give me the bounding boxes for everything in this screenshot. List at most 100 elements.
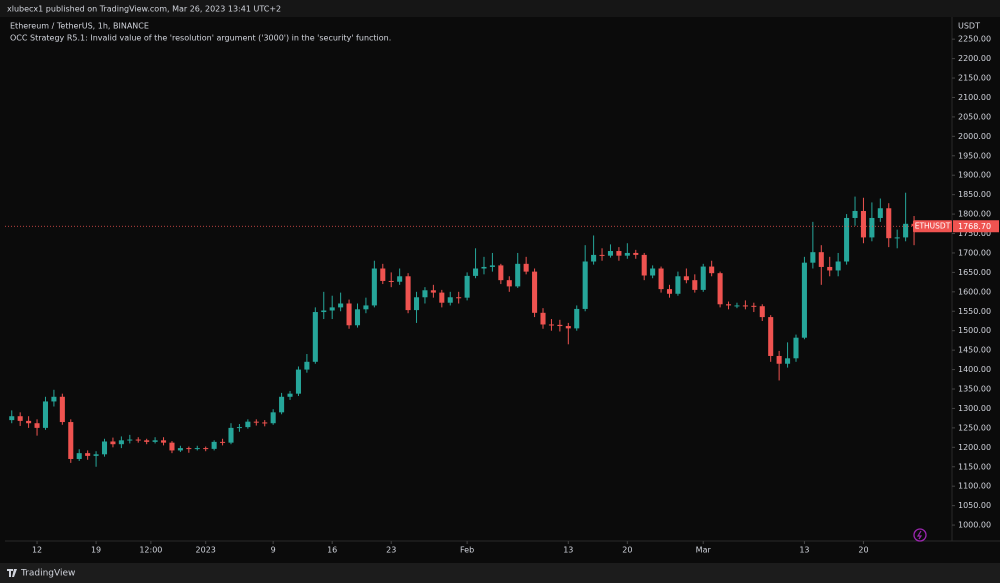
last-price-label: 1768.70 (958, 222, 991, 231)
candle-body (85, 453, 91, 456)
x-tick-label: 12:00 (139, 546, 162, 555)
candle-body (616, 251, 622, 256)
candle-body (211, 441, 217, 449)
candle-body (329, 307, 335, 311)
candle-body (68, 422, 74, 459)
candle-body (144, 440, 150, 442)
candle-body (127, 439, 133, 441)
candle-body (76, 453, 82, 459)
candle-body (624, 252, 630, 256)
candle-body (194, 448, 200, 450)
candle-body (304, 361, 310, 370)
candle-body (675, 276, 681, 294)
candle-body (548, 324, 554, 326)
candle-body (177, 448, 183, 451)
candle-body (776, 355, 782, 364)
y-tick-label: 2000.00 (958, 132, 991, 141)
candle-body (270, 412, 276, 424)
candle-body (886, 208, 892, 239)
candle-body (658, 268, 664, 290)
candle-body (666, 289, 673, 294)
y-tick-label: 2250.00 (958, 35, 991, 44)
y-tick-label: 1450.00 (958, 346, 991, 355)
candle-body (397, 276, 403, 282)
candle-body (532, 271, 538, 313)
candle-body (793, 337, 799, 359)
candle-body (591, 254, 597, 262)
candle-body (110, 441, 116, 445)
candle-body (371, 268, 377, 306)
alert-icon[interactable] (913, 528, 927, 542)
candle-body (42, 401, 49, 428)
candle-body (338, 303, 344, 308)
y-tick-label: 1000.00 (958, 521, 991, 530)
candle-body (413, 297, 420, 311)
candle-body (186, 448, 192, 450)
candle-body (877, 208, 883, 218)
candle-body (818, 252, 824, 267)
candle-body (295, 369, 301, 394)
y-tick-label: 1050.00 (958, 501, 991, 510)
y-tick-label: 1150.00 (958, 462, 991, 471)
candle-body (220, 441, 226, 443)
y-tick-label: 2200.00 (958, 54, 991, 63)
candle-body (574, 308, 580, 329)
x-tick-label: 13 (563, 546, 573, 555)
x-tick-label: 19 (91, 546, 101, 555)
candle-body (759, 306, 765, 318)
candle-body (835, 261, 841, 271)
candle-body (742, 305, 748, 307)
last-price-tag: ETHUSDT (915, 221, 951, 230)
x-tick-label: Mar (696, 546, 712, 555)
candle-body (692, 280, 698, 290)
candle-body (523, 263, 529, 272)
y-tick-label: 1950.00 (958, 151, 991, 160)
y-tick-label: 1400.00 (958, 365, 991, 374)
candle-body (236, 427, 242, 429)
candle-body (17, 416, 23, 421)
candle-body (59, 396, 65, 423)
y-tick-label: 1850.00 (958, 190, 991, 199)
brand-name: TradingView (20, 569, 75, 579)
candle-body (101, 441, 108, 455)
candle-body (582, 261, 588, 309)
candle-body (607, 251, 614, 256)
y-tick-label: 1600.00 (958, 287, 991, 296)
candle-body (354, 309, 361, 326)
candle-body (253, 421, 259, 423)
candle-body (405, 276, 411, 311)
candle-body (228, 427, 234, 443)
candle-body (9, 416, 15, 421)
candle-body (447, 297, 453, 303)
candle-body (801, 262, 807, 338)
x-tick-label: 16 (327, 546, 337, 555)
y-tick-label: 2100.00 (958, 93, 991, 102)
y-tick-label: 1350.00 (958, 385, 991, 394)
candle-body (641, 254, 647, 276)
candle-body (203, 448, 209, 450)
candle-body (464, 275, 470, 298)
x-tick-label: 9 (271, 546, 276, 555)
candle-body (683, 276, 689, 281)
candle-body (439, 292, 445, 303)
candle-body (169, 442, 175, 451)
x-tick-label: 20 (622, 546, 632, 555)
candle-body (709, 266, 715, 274)
candle-body (860, 210, 866, 238)
candle-body (380, 268, 386, 281)
candle-body (245, 421, 251, 428)
candle-body (287, 393, 293, 397)
candle-body (810, 252, 816, 263)
candle-body (489, 265, 495, 267)
candle-body (633, 252, 639, 255)
x-tick-label: 23 (386, 546, 396, 555)
y-tick-label: 2150.00 (958, 74, 991, 83)
candle-body (51, 396, 57, 402)
candle-body (717, 273, 723, 305)
candle-body (363, 305, 369, 310)
y-tick-label: 1250.00 (958, 423, 991, 432)
candle-body (312, 312, 318, 362)
candle-body (827, 266, 833, 271)
candle-body (473, 268, 479, 276)
